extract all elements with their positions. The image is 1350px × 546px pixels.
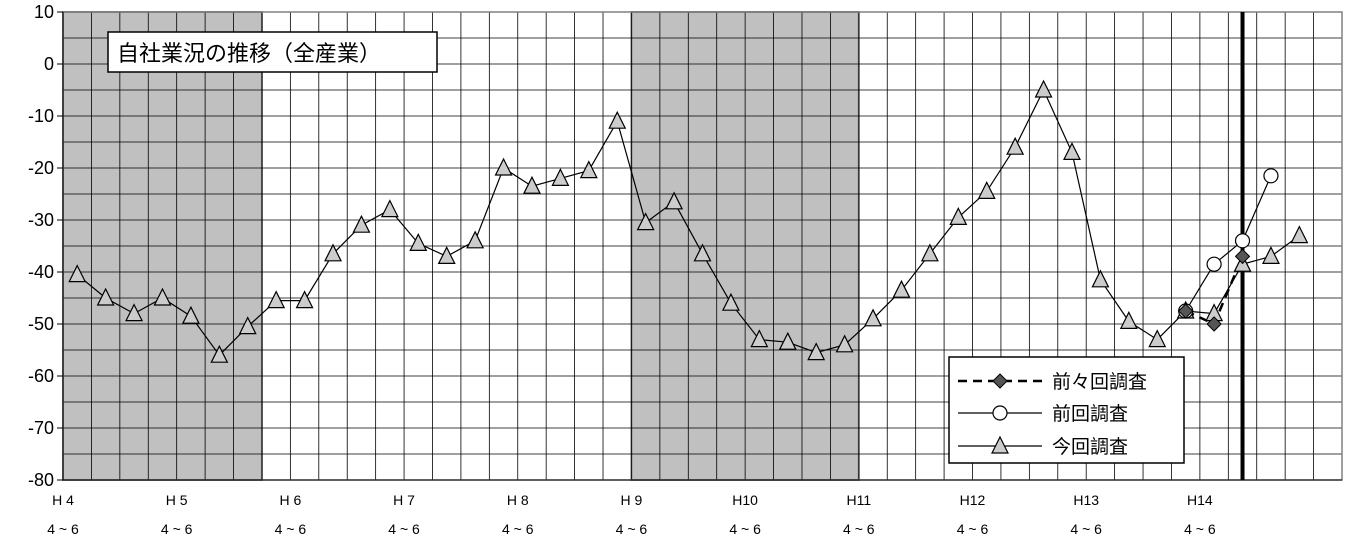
triangle-marker — [807, 342, 826, 361]
triangle-marker — [1261, 246, 1280, 264]
triangle-marker — [238, 316, 257, 335]
y-tick-label: -50 — [28, 314, 54, 334]
triangle-marker — [721, 292, 740, 311]
x-tick-period: 4 ~ 6 — [47, 521, 79, 537]
x-tick-year: H12 — [960, 492, 986, 508]
triangle-marker — [1006, 136, 1025, 155]
diamond-marker — [1206, 316, 1222, 332]
triangle-marker — [1290, 225, 1309, 244]
x-tick-period: 4 ~ 6 — [161, 521, 193, 537]
x-tick-period: 4 ~ 6 — [843, 521, 875, 537]
x-axis-ticks: H 4 4 ~ 6 H 5 4 ~ 6 H 6 4 ~ 6 H 7 4 ~ 6 H 8 4 ~ 6… — [47, 492, 1216, 537]
y-axis-ticks: 10 0 -10 -20 -30 -40 -50 -60 -70 -80 — [28, 2, 63, 490]
triangle-marker — [778, 331, 797, 350]
y-tick-label: -70 — [28, 418, 54, 438]
triangle-marker — [522, 175, 541, 194]
triangle-marker — [466, 230, 485, 249]
triangle-marker — [324, 243, 342, 262]
x-tick-year: H 8 — [507, 492, 529, 508]
y-tick-label: 0 — [44, 54, 54, 74]
x-tick-period: 4 ~ 6 — [616, 521, 648, 537]
triangle-marker — [267, 290, 286, 309]
triangle-marker — [494, 157, 513, 176]
x-tick-year: H13 — [1073, 492, 1099, 508]
y-tick-label: -60 — [28, 366, 54, 386]
triangle-marker — [380, 199, 399, 218]
x-tick-period: 4 ~ 6 — [502, 521, 534, 537]
y-tick-label: -30 — [28, 210, 54, 230]
marker-layer — [68, 79, 1309, 363]
y-tick-label: -10 — [28, 106, 54, 126]
circle-marker — [1263, 168, 1279, 184]
triangle-marker — [977, 181, 996, 199]
grid-layer — [63, 11, 1342, 481]
diamond-marker — [1234, 248, 1251, 265]
triangle-marker — [835, 334, 854, 353]
x-tick-year: H 4 — [52, 492, 74, 508]
triangle-marker — [608, 110, 627, 129]
triangle-marker — [665, 191, 684, 210]
y-tick-label: -20 — [28, 158, 54, 178]
chart-title-box: 自社業況の推移（全産業） — [107, 31, 438, 73]
triangle-marker — [210, 344, 229, 363]
x-tick-year: H 5 — [166, 492, 188, 508]
triangle-marker — [750, 329, 769, 348]
triangle-marker — [949, 207, 968, 225]
triangle-marker — [96, 287, 115, 306]
diamond-marker-icon — [992, 373, 1008, 389]
triangle-marker — [551, 168, 570, 186]
triangle-marker — [920, 243, 939, 262]
triangle-marker — [636, 212, 655, 231]
triangle-marker — [1148, 329, 1167, 348]
y-tick-label: -40 — [28, 262, 54, 282]
triangle-marker — [153, 287, 172, 306]
triangle-marker — [864, 308, 883, 327]
triangle-marker — [409, 233, 428, 251]
x-tick-period: 4 ~ 6 — [275, 521, 307, 537]
x-tick-year: H11 — [846, 492, 871, 508]
triangle-marker — [1034, 79, 1053, 98]
circle-marker-icon — [992, 405, 1008, 421]
x-tick-year: H10 — [732, 492, 758, 508]
legend-label-2: 今回調査 — [1052, 436, 1128, 458]
triangle-marker — [295, 290, 314, 309]
triangle-marker-icon — [991, 435, 1009, 454]
circle-marker — [1206, 256, 1222, 272]
legend-item-0: 前々回調査 — [958, 371, 1147, 393]
triangle-marker — [892, 279, 911, 298]
x-tick-year: H 7 — [393, 492, 415, 508]
y-tick-label: -80 — [28, 470, 54, 490]
triangle-marker — [693, 243, 712, 262]
triangle-marker — [125, 303, 144, 322]
x-tick-period: 4 ~ 6 — [1070, 521, 1102, 537]
x-tick-period: 4 ~ 6 — [388, 521, 420, 537]
triangle-marker — [181, 305, 200, 324]
triangle-marker — [1091, 269, 1110, 288]
triangle-marker — [68, 264, 87, 283]
diamond-marker — [1177, 303, 1194, 319]
x-tick-year: H 9 — [621, 492, 643, 508]
x-tick-period: 4 ~ 6 — [729, 521, 761, 537]
x-tick-year: H 6 — [279, 492, 301, 508]
x-tick-period: 4 ~ 6 — [957, 521, 989, 537]
chart-title: 自社業況の推移（全産業） — [117, 42, 381, 67]
legend-label-1: 前回調査 — [1052, 403, 1128, 425]
legend-item-2: 今回調査 — [958, 435, 1128, 458]
triangle-marker — [1063, 142, 1081, 160]
x-tick-period: 4 ~ 6 — [1184, 521, 1216, 537]
triangle-marker — [437, 246, 456, 264]
series-line-1 — [1185, 175, 1272, 312]
legend: 前々回調査 前回調査 今回調査 — [948, 356, 1185, 464]
legend-item-1: 前回調査 — [958, 403, 1128, 425]
circle-marker — [1234, 233, 1251, 249]
triangle-marker — [579, 160, 598, 179]
y-tick-label: 10 — [34, 2, 54, 22]
triangle-marker — [352, 214, 371, 233]
x-tick-year: H14 — [1187, 492, 1213, 508]
legend-label-0: 前々回調査 — [1052, 371, 1147, 393]
triangle-marker — [1119, 311, 1138, 329]
